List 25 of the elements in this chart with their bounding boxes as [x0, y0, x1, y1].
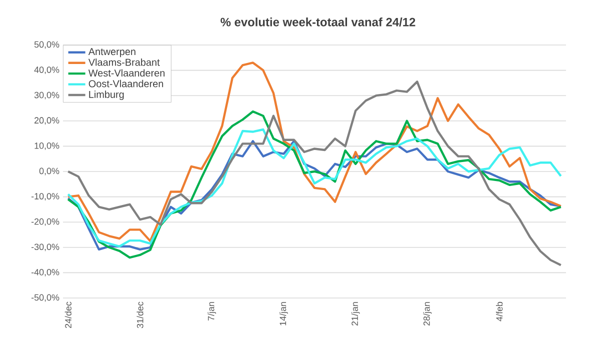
line-series [67, 110, 562, 259]
y-tick-label: -30,0% [31, 244, 60, 252]
x-tick-label: 14/jan [280, 302, 288, 326]
y-tick-label: 50,0% [34, 41, 60, 49]
y-tick-label: -20,0% [31, 218, 60, 226]
x-tick-label: 28/jan [423, 302, 432, 326]
legend-label: Limburg [89, 90, 124, 100]
legend-label: Antwerpen [88, 48, 136, 58]
x-tick-label: 31/dec [136, 302, 144, 328]
legend-label: Vlaams-Brabant [88, 58, 160, 66]
y-tick-label: 30,0% [34, 92, 60, 100]
y-tick-label: 10,0% [34, 142, 60, 150]
y-tick-label: 0,0% [39, 168, 60, 176]
legend-label: West-Vlaanderen [88, 69, 165, 77]
y-tick-label: 20,0% [34, 117, 60, 125]
x-tick-label: 7/jan [208, 302, 216, 321]
y-tick-label: -10,0% [31, 193, 60, 200]
chart-title: % evolutie week-totaal vanaf 24/12 [220, 18, 416, 26]
legend-label: Oost-Vlaanderen [88, 80, 164, 88]
y-tick-label: -50,0% [31, 294, 60, 302]
y-tick-label: 40,0% [34, 66, 60, 74]
x-tick-label: 21/jan [351, 302, 360, 326]
x-tick-label: 24/dec [64, 302, 72, 328]
x-tick-label: 4/feb [496, 302, 503, 322]
y-tick-label: -40,0% [31, 268, 60, 276]
